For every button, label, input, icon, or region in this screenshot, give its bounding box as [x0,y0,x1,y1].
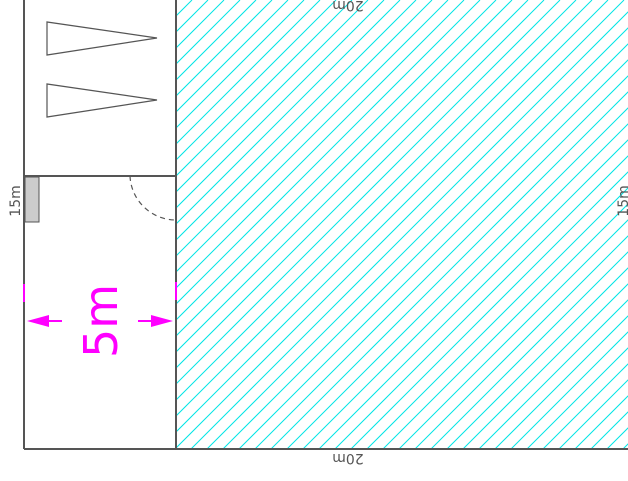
hatch-line [176,0,321,145]
hatch-line [414,235,628,449]
hatch-line [350,171,628,449]
hatch-line [176,0,465,289]
hatch-line [176,0,401,225]
arrow-left-icon [27,315,49,327]
wall-column [24,176,40,223]
hatch-line [176,0,369,193]
width-label: 5m [74,284,128,358]
hatch-line [382,203,628,449]
door-swing-icon [129,175,177,221]
hatch-line [176,0,609,433]
top-dimension-label: 20m [332,0,363,13]
hatch-line [190,11,628,449]
hatch-line [254,75,628,449]
arrow-right-icon [151,315,173,327]
hatch-line [302,123,628,449]
hatch-line [176,0,305,129]
hatch-line [176,0,193,17]
walls [23,0,628,450]
hatch-line [334,155,628,449]
hatch-line [176,0,593,417]
hatch-line [176,0,481,305]
hatch-line [494,315,628,449]
hatch-line [176,0,561,385]
hatch-line [176,0,625,449]
hatch-line [176,0,257,81]
hatch-line [176,0,289,113]
hatch-line [366,187,628,449]
hatch-line [270,91,628,449]
hatch-line [558,379,628,449]
bed-icon [46,83,158,118]
hatch-line [176,0,225,49]
right-dimension-label: 15m [616,185,628,216]
hatched-area [176,0,628,449]
left-dimension-label: 15m [8,185,24,216]
bed-icon [46,21,158,56]
hatch-line [176,0,417,241]
hatch-line [430,251,628,449]
hatch-line [176,0,433,257]
hatch-line [176,0,337,161]
hatch-line [176,0,545,369]
hatch-line [176,0,177,1]
hatch-line [176,0,497,321]
hatch-line [238,59,628,449]
hatch-line [222,43,628,449]
bottom-dimension-label: 20m [332,450,363,466]
hatch-line [510,331,628,449]
hatch-line [176,0,529,353]
hatch-line [286,107,628,449]
hatch-line [176,0,385,209]
hatch-line [176,0,577,401]
hatch-line [206,27,628,449]
hatch-line [478,299,628,449]
hatch-line [590,411,628,449]
hatch-line [176,0,353,177]
width-dimension: 5m [23,282,177,358]
hatch-line [176,0,273,97]
hatch-line [318,139,628,449]
hatch-line [526,347,628,449]
hatch-line [462,283,628,449]
hatch-line [176,0,513,337]
hatch-line [176,0,449,273]
hatch-line [398,219,628,449]
hatch-line [542,363,628,449]
hatch-line [446,267,628,449]
